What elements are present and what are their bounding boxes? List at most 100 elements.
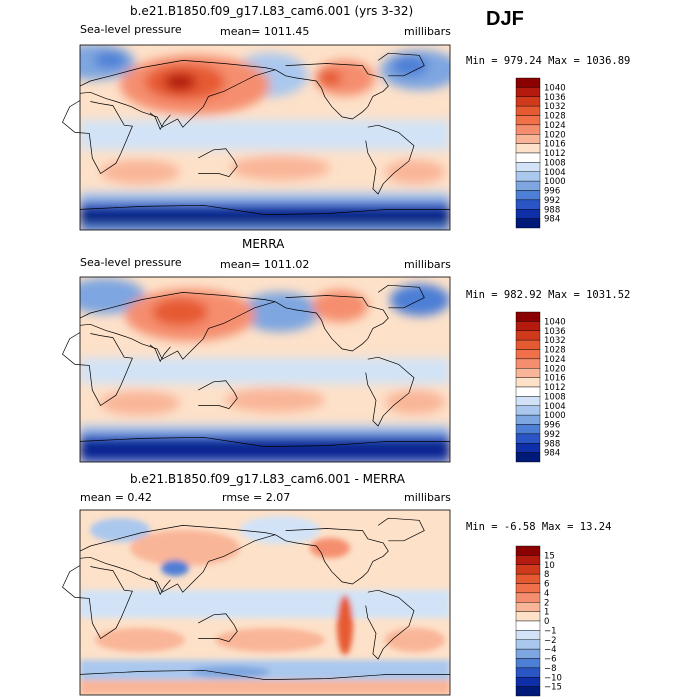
coastline-segment: [365, 356, 415, 427]
colorbar-tick-label: 1028: [544, 112, 566, 122]
colorbar-swatch: [515, 162, 541, 172]
colorbar-swatch: [515, 648, 541, 659]
coastlines: [62, 52, 450, 680]
colorbar-tick-label: 1024: [544, 355, 566, 365]
colorbar-swatch: [515, 105, 541, 116]
colorbar-swatch: [515, 368, 541, 378]
colorbar-swatch: [515, 452, 541, 463]
panel2-units: millibars: [404, 258, 451, 271]
colorbar-swatch: [515, 545, 541, 556]
colorbar-swatch: [515, 321, 541, 331]
colorbar-swatch: [515, 564, 541, 575]
colorbar-swatch: [515, 386, 541, 397]
colorbar-swatch: [515, 667, 541, 678]
panel3-minmax: Min = -6.58 Max = 13.24: [466, 521, 612, 533]
coastline-segment: [198, 148, 238, 178]
colorbar-tick-label: 1036: [544, 327, 566, 337]
colorbar-tick-label: 6: [544, 580, 549, 590]
colorbar-swatch: [515, 573, 541, 584]
colorbar-tick-label: 996: [544, 187, 560, 197]
colorbar-swatch: [515, 630, 541, 640]
coastline-segment: [149, 344, 171, 363]
colorbar-swatch: [515, 171, 541, 182]
colorbar-tick-label: 1008: [544, 158, 566, 168]
colorbar-panel1: 1040103610321028102410201016101210081004…: [515, 77, 566, 229]
coastline-segment: [365, 589, 415, 660]
panel3-rmse: rmse = 2.07: [222, 491, 291, 504]
colorbar-swatch: [515, 405, 541, 416]
coastline-segment: [365, 124, 415, 195]
colorbar-tick-label: 1004: [544, 402, 566, 412]
colorbar-tick-label: 10: [544, 561, 555, 571]
colorbar-swatch: [515, 639, 541, 650]
coastline-segment: [62, 565, 133, 640]
colorbar-tick-label: −15: [544, 683, 562, 693]
coastline-segment: [62, 100, 133, 175]
colorbar-swatch: [515, 190, 541, 201]
panel1-title: b.e21.B1850.f09_g17.L83_cam6.001 (yrs 3-…: [130, 4, 414, 18]
colorbar-swatch: [515, 658, 541, 669]
colorbar-tick-label: 1012: [544, 149, 566, 159]
colorbar-swatch: [515, 180, 541, 191]
colorbar-tick-label: 1004: [544, 168, 566, 178]
panel1-minmax: Min = 979.24 Max = 1036.89: [466, 55, 631, 67]
colorbar-tick-label: 1000: [544, 177, 566, 187]
panel1-left-label: Sea-level pressure: [80, 23, 182, 36]
colorbar-tick-label: 1020: [544, 130, 566, 140]
colorbar-tick-label: 1000: [544, 411, 566, 421]
colorbar-swatch: [515, 433, 541, 444]
colorbar-swatch: [515, 199, 541, 210]
panel1-frame: [79, 44, 451, 231]
colorbar-swatch: [515, 443, 541, 453]
coastline-segment: [79, 292, 276, 360]
colorbar-tick-label: 1040: [544, 83, 566, 93]
colorbar-swatch: [515, 686, 541, 697]
colorbar-swatch: [515, 424, 541, 435]
panel3-title: b.e21.B1850.f09_g17.L83_cam6.001 - MERRA: [130, 472, 405, 486]
colorbar-tick-label: −2: [544, 636, 557, 646]
colorbar-swatch: [515, 602, 541, 612]
coastline-segment: [149, 577, 171, 596]
colorbar-swatch: [515, 620, 541, 631]
colorbar-tick-label: 1028: [544, 346, 566, 356]
colorbar-tick-label: 1008: [544, 392, 566, 402]
colorbar-tick-label: 984: [544, 215, 560, 225]
colorbar-swatch: [515, 414, 541, 425]
colorbar-swatch: [515, 592, 541, 603]
panel3-frame: [79, 509, 451, 696]
colorbar-tick-label: 988: [544, 439, 560, 449]
colorbar-swatch: [515, 115, 541, 126]
panel1-mean: mean= 1011.45: [220, 25, 310, 38]
colorbar-tick-label: 988: [544, 205, 560, 215]
season-label: DJF: [486, 8, 524, 30]
colorbar-tick-label: 1032: [544, 102, 566, 112]
coastline-segment: [79, 436, 450, 447]
coastline-segment: [79, 204, 450, 215]
colorbar-swatch: [515, 611, 541, 622]
panel3-mean: mean = 0.42: [80, 491, 152, 504]
colorbar-swatch: [515, 87, 541, 97]
colorbar-tick-label: −8: [544, 664, 557, 674]
colorbar-swatch: [515, 583, 541, 594]
colorbars: 1040103610321028102410201016101210081004…: [515, 77, 566, 697]
colorbar-swatch: [515, 209, 541, 219]
colorbar-swatch: [515, 134, 541, 144]
colorbar-swatch: [515, 677, 541, 687]
colorbar-tick-label: −10: [544, 673, 562, 683]
colorbar-tick-label: −4: [544, 645, 557, 655]
colorbar-tick-label: 992: [544, 196, 560, 206]
colorbar-tick-label: 15: [544, 551, 555, 561]
colorbar-swatch: [515, 218, 541, 229]
coastline-segment: [275, 528, 389, 585]
colorbar-tick-label: 1016: [544, 374, 566, 384]
coastline-segment: [198, 380, 238, 410]
colorbar-tick-label: 1012: [544, 383, 566, 393]
coastline-segment: [79, 669, 450, 680]
colorbar-swatch: [515, 330, 541, 341]
colorbar-swatch: [515, 311, 541, 322]
colorbar-tick-label: 1020: [544, 364, 566, 374]
colorbar-tick-label: 1: [544, 608, 549, 618]
panel1-map: [80, 45, 450, 230]
panel1-units: millibars: [404, 25, 451, 38]
